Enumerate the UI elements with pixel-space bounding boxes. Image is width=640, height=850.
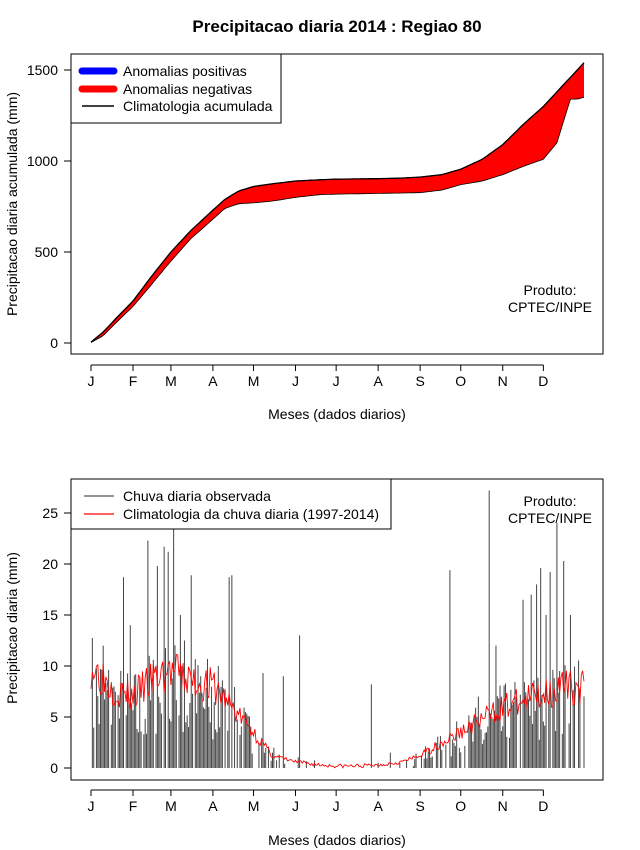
top-y-axis: 0 500 1000 1500: [27, 62, 71, 351]
bottom-product-annotation: Produto: CPTEC/INPE: [508, 493, 592, 526]
top-x-tick-label: D: [538, 373, 548, 389]
bottom-y-axis-label: Precipitacao diaria (mm): [4, 552, 20, 704]
bottom-annotation-line-1: Produto:: [524, 493, 577, 509]
top-x-tick-label: A: [373, 373, 383, 389]
bottom-legend-box: [70, 478, 392, 530]
bottom-x-tick-label: S: [415, 798, 424, 814]
bottom-x-tick-label: A: [208, 798, 218, 814]
top-plot-frame: [70, 53, 604, 355]
top-x-tick-label: O: [455, 373, 466, 389]
legend-label-climatology: Climatologia acumulada: [123, 98, 273, 114]
bottom-x-tick-label: J: [88, 798, 95, 814]
climatology-accumulated-line: [90, 62, 585, 343]
top-x-tick-label: J: [292, 373, 299, 389]
legend-label-negative: Anomalias negativas: [123, 81, 252, 97]
top-series-lines: [90, 62, 585, 343]
top-x-tick-label: F: [129, 373, 138, 389]
bottom-y-tick-label: 20: [42, 556, 58, 572]
bottom-y-tick-label: 0: [50, 760, 58, 776]
bottom-y-tick-label: 15: [42, 607, 58, 623]
top-legend: Anomalias positivas Anomalias negativas …: [70, 53, 282, 124]
top-y-tick-label: 500: [35, 244, 59, 260]
top-plot-area: [70, 53, 604, 355]
top-product-annotation: Produto: CPTEC/INPE: [508, 282, 592, 315]
legend-label-climatology-daily: Climatologia da chuva diaria (1997-2014): [123, 506, 379, 522]
top-annotation-line-1: Produto:: [524, 282, 577, 298]
chart-title: Precipitacao diaria 2014 : Regiao 80: [192, 17, 481, 36]
bottom-x-tick-label: O: [455, 798, 466, 814]
bottom-daily-bars: [91, 490, 585, 768]
top-x-tick-label: S: [415, 373, 424, 389]
bottom-annotation-line-2: CPTEC/INPE: [508, 510, 592, 526]
climatology-daily-line: [90, 653, 585, 769]
top-x-axis-label: Meses (dados diarios): [268, 406, 406, 422]
bottom-x-axis-label: Meses (dados diarios): [268, 832, 406, 848]
bottom-x-tick-label: F: [129, 798, 138, 814]
bottom-plot-area: [70, 478, 604, 781]
top-y-tick-label: 0: [50, 335, 58, 351]
top-x-tick-label: M: [248, 373, 260, 389]
top-x-tick-label: A: [208, 373, 218, 389]
bottom-x-tick-label: N: [498, 798, 508, 814]
bottom-y-tick-label: 10: [42, 658, 58, 674]
bottom-x-tick-label: D: [538, 798, 548, 814]
observed-accumulated-line: [90, 96, 585, 343]
top-x-tick-label: N: [498, 373, 508, 389]
legend-label-observed: Chuva diaria observada: [123, 488, 271, 504]
bottom-y-axis: 0 5 10 15 20 25: [42, 505, 71, 776]
top-y-axis-label: Precipitacao diaria acumulada (mm): [4, 92, 20, 316]
bottom-y-tick-label: 25: [42, 505, 58, 521]
legend-label-positive: Anomalias positivas: [123, 63, 247, 79]
bottom-x-tick-label: J: [333, 798, 340, 814]
top-y-tick-label: 1000: [27, 153, 58, 169]
top-x-tick-label: J: [88, 373, 95, 389]
bottom-y-tick-label: 5: [50, 709, 58, 725]
bottom-x-tick-label: A: [373, 798, 383, 814]
top-annotation-line-2: CPTEC/INPE: [508, 299, 592, 315]
bottom-x-tick-label: M: [248, 798, 260, 814]
top-x-tick-label: J: [333, 373, 340, 389]
bottom-climatology-line: [90, 653, 585, 769]
bottom-legend: Chuva diaria observada Climatologia da c…: [70, 478, 392, 530]
top-y-tick-label: 1500: [27, 62, 58, 78]
top-x-tick-label: M: [165, 373, 177, 389]
bottom-x-tick-label: J: [292, 798, 299, 814]
bottom-x-tick-label: M: [165, 798, 177, 814]
